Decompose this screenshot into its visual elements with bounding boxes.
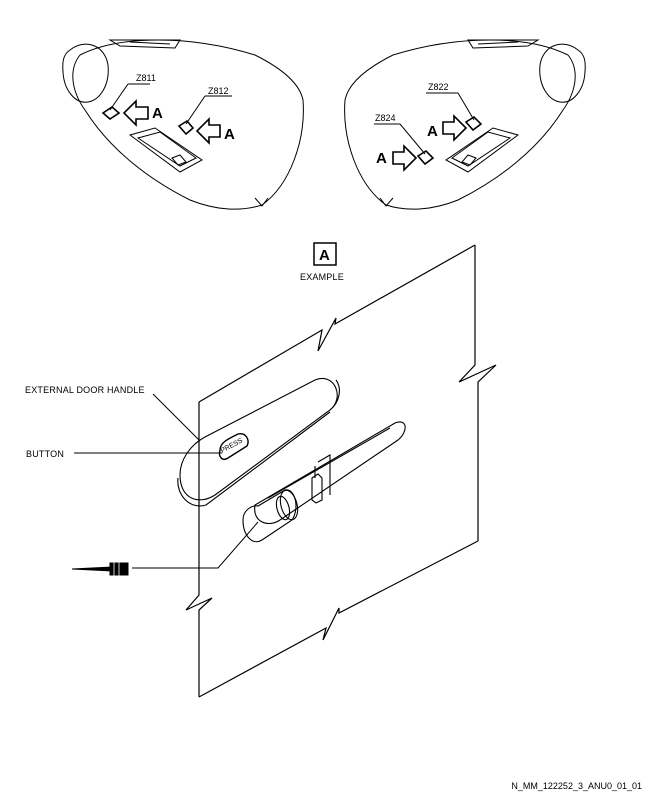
view-caption: EXAMPLE — [300, 272, 344, 282]
left-nacelle-outline — [72, 39, 304, 210]
arrow-a-z824 — [392, 144, 418, 172]
zone-label-z811: Z811 — [136, 73, 156, 83]
view-a-box — [313, 242, 337, 266]
handle-lever — [179, 377, 338, 501]
arrow-a-z812 — [195, 117, 221, 145]
view-letter-a-1: A — [152, 105, 163, 122]
right-top-intake — [467, 39, 540, 49]
view-letter-a-4: A — [376, 150, 387, 167]
zone-label-z812: Z812 — [208, 86, 229, 96]
zone-box-z824 — [416, 149, 435, 166]
press-button-label: PRESS — [220, 437, 245, 454]
right-access-panel — [445, 127, 520, 173]
right-nose-cone — [539, 43, 586, 103]
arrow-a-z811 — [122, 99, 149, 127]
detail-skin-panel — [185, 244, 497, 698]
view-a-letter: A — [319, 247, 330, 264]
zone-label-z822: Z822 — [428, 82, 449, 92]
leader-external-door-handle — [152, 393, 201, 442]
left-access-panel — [128, 127, 203, 173]
zone-box-z812 — [177, 119, 195, 136]
left-top-intake — [108, 39, 181, 49]
reference-code: N_MM_122252_3_ANU0_01_01 — [511, 781, 642, 791]
press-button — [218, 432, 249, 460]
callout-external-door-handle: EXTERNAL DOOR HANDLE — [25, 385, 145, 395]
door-handle — [177, 377, 406, 543]
view-letter-a-3: A — [427, 123, 438, 140]
right-nacelle — [344, 39, 586, 210]
view-letter-a-2: A — [224, 126, 235, 143]
handle-recess — [254, 421, 406, 524]
zone-box-z822 — [464, 115, 483, 132]
screw-icon — [71, 562, 129, 576]
zone-box-z811 — [101, 105, 121, 121]
callout-button: BUTTON — [26, 449, 64, 459]
left-nacelle — [62, 39, 304, 210]
leader-screw — [132, 521, 259, 569]
zone-label-z824: Z824 — [375, 113, 396, 123]
right-nacelle-outline — [344, 39, 576, 210]
left-nose-cone — [62, 43, 109, 103]
arrow-a-z822 — [442, 114, 468, 142]
